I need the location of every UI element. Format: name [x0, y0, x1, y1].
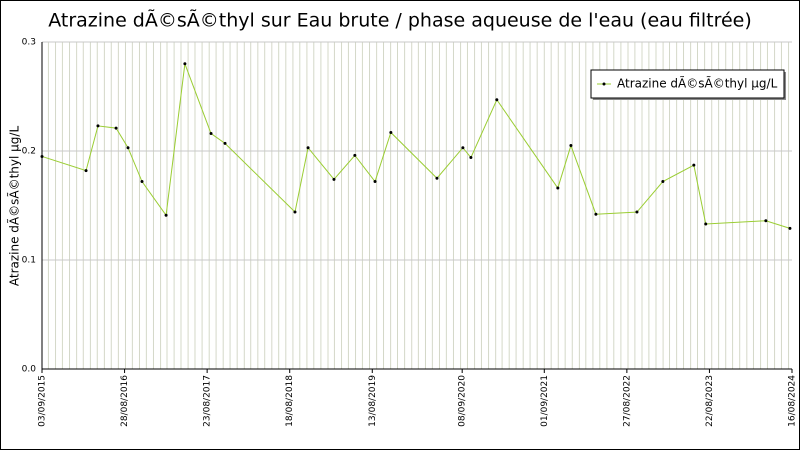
x-tick-label: 01/09/2021 — [540, 375, 550, 427]
data-point — [114, 126, 118, 130]
y-tick-label: 0.2 — [22, 147, 36, 157]
data-point — [306, 146, 310, 150]
data-point — [704, 222, 708, 226]
data-point — [764, 219, 768, 223]
y-tick-label: 0.0 — [22, 365, 37, 375]
legend: Atrazine dÃ©sÃ©thyl µg/L — [590, 69, 786, 100]
data-point — [788, 226, 792, 230]
data-point — [84, 169, 88, 173]
data-point — [96, 124, 100, 128]
data-point — [495, 98, 499, 102]
legend-label: Atrazine dÃ©sÃ©thyl µg/L — [617, 76, 778, 91]
data-point — [635, 210, 639, 214]
data-point — [373, 180, 377, 184]
data-point — [40, 154, 44, 158]
data-point — [353, 153, 357, 157]
x-tick-label: 16/08/2024 — [788, 375, 798, 427]
data-point — [469, 156, 473, 160]
x-tick-label: 13/08/2019 — [368, 375, 378, 427]
data-point — [461, 146, 465, 150]
data-point — [661, 180, 665, 184]
data-point — [140, 180, 144, 184]
legend-box — [590, 69, 785, 99]
data-point — [223, 141, 227, 145]
x-tick-label: 28/08/2016 — [120, 375, 130, 427]
data-point — [183, 62, 187, 66]
data-point — [435, 176, 439, 180]
data-point — [569, 144, 573, 148]
y-tick-label: 0.3 — [22, 38, 36, 48]
data-point — [389, 130, 393, 134]
y-axis-label: Atrazine dÃ©sÃ©thyl µg/L — [7, 126, 22, 287]
data-point — [332, 177, 336, 181]
data-point — [692, 163, 696, 167]
chart-title: Atrazine dÃ©sÃ©thyl sur Eau brute / phas… — [48, 9, 752, 32]
data-point — [293, 210, 297, 214]
x-tick-label: 03/09/2015 — [38, 375, 48, 427]
data-point — [594, 212, 598, 216]
x-tick-label: 27/08/2022 — [622, 375, 632, 427]
y-tick-label: 0.1 — [22, 256, 36, 266]
x-tick-label: 18/08/2018 — [285, 375, 295, 427]
data-point — [556, 186, 560, 190]
x-tick-label: 23/08/2017 — [203, 375, 213, 427]
data-point — [209, 132, 213, 136]
x-tick-label: 08/09/2020 — [458, 375, 468, 427]
legend-marker — [602, 82, 606, 86]
x-tick-label: 22/08/2023 — [705, 375, 715, 427]
data-point — [126, 146, 130, 150]
data-point — [164, 213, 168, 217]
